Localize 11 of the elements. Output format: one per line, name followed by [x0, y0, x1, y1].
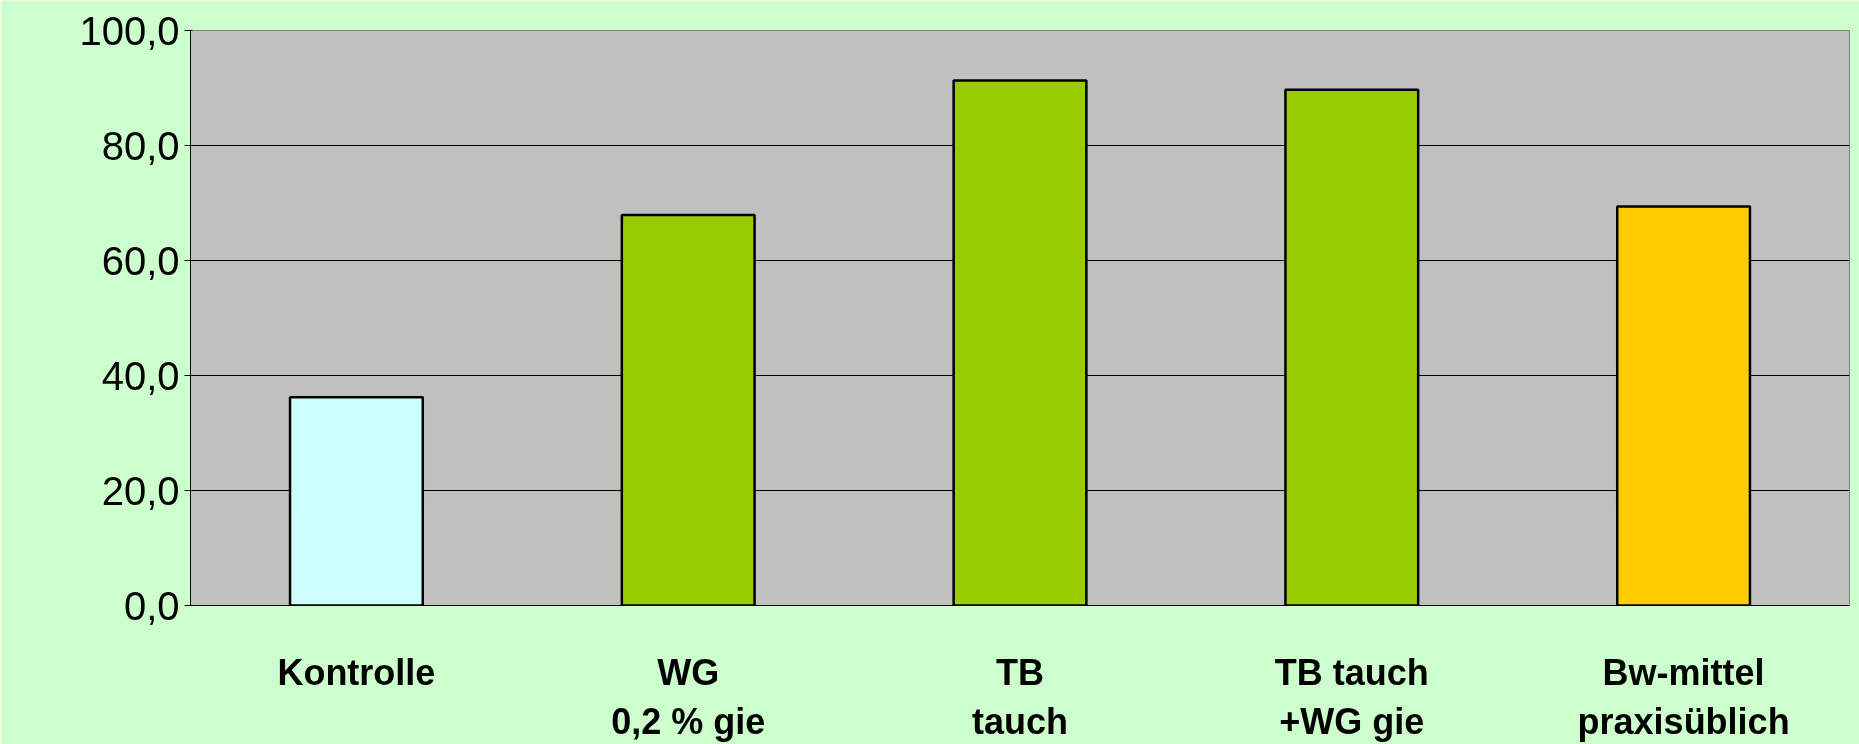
x-tick-label: WG 0,2 % gie: [611, 651, 766, 742]
y-tick-label: 0,0: [123, 583, 180, 628]
y-tick-label: 40,0: [101, 353, 180, 398]
y-tick-label: 80,0: [101, 123, 180, 168]
y-tick-label: 60,0: [101, 238, 180, 283]
y-tick-label: 100,0: [79, 8, 180, 53]
x-tick-label: TB tauch +WG gie: [1274, 651, 1429, 742]
x-tick-label: TB tauch: [971, 651, 1069, 742]
x-tick-label: Bw-mittel praxisüblich: [1577, 651, 1790, 742]
x-tick-label: Kontrolle: [277, 651, 436, 693]
y-tick-label: 20,0: [101, 468, 180, 513]
